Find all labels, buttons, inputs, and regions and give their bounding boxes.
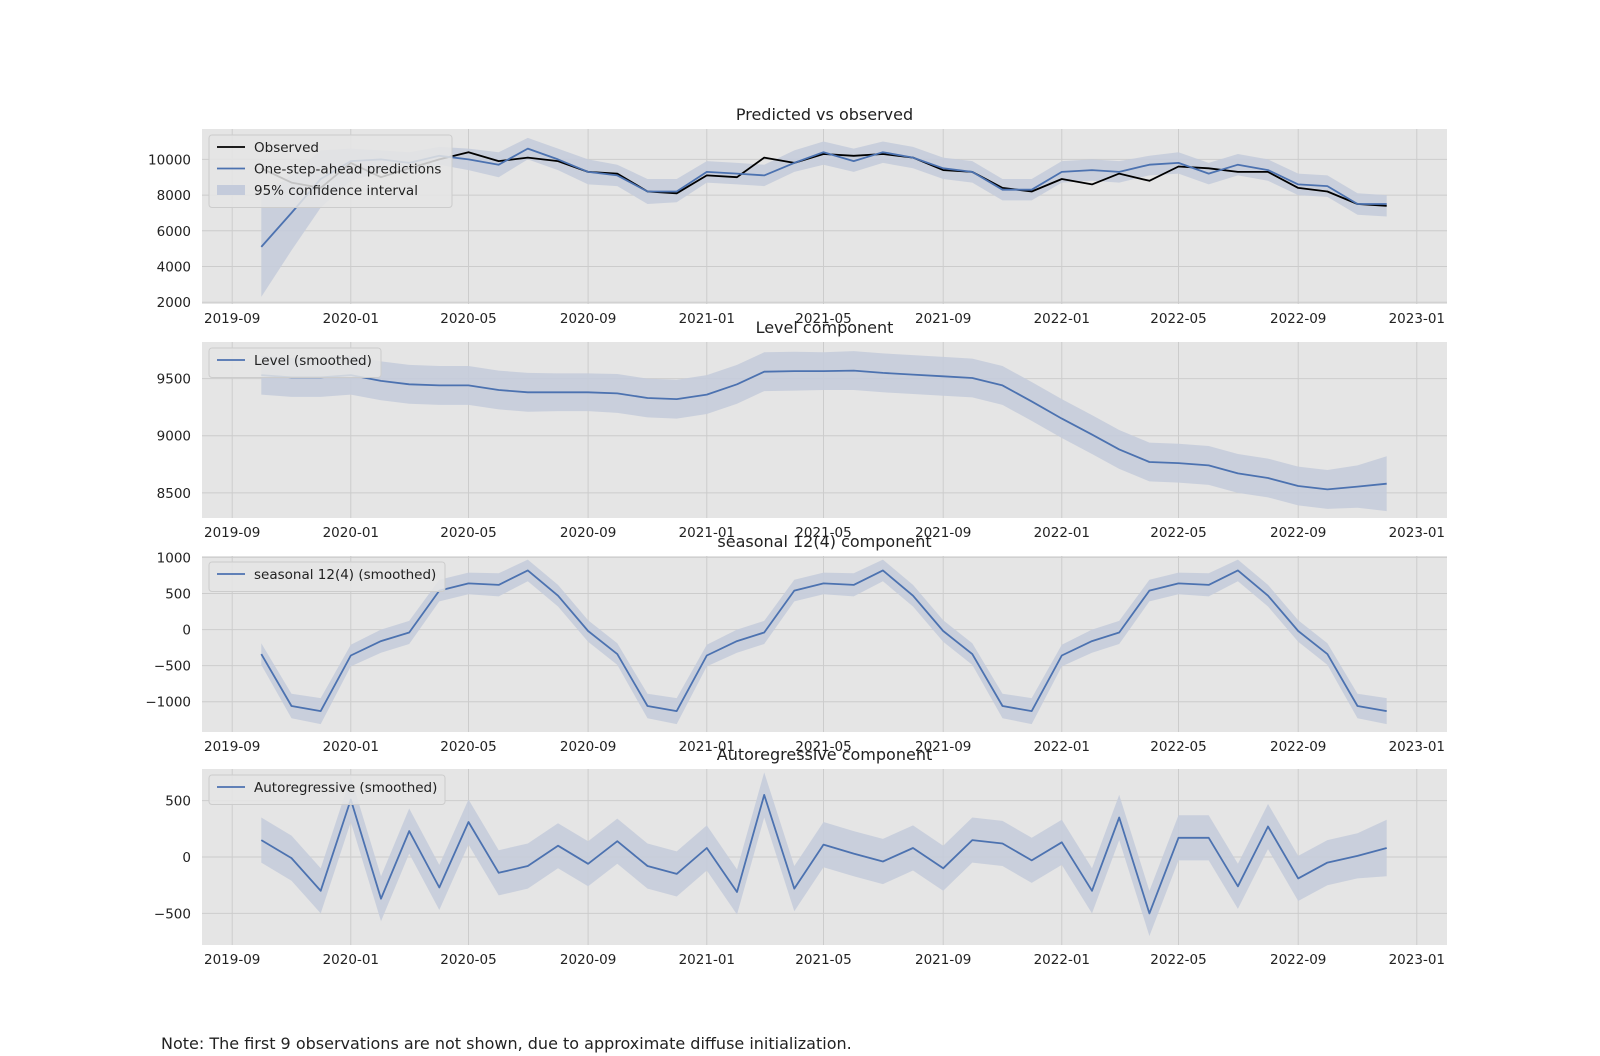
x-tick-label: 2020-05 [440,311,496,327]
y-tick-label: −500 [154,659,191,675]
y-tick-label: −500 [154,906,191,922]
y-tick-label: 9500 [157,372,191,388]
x-tick-label: 2021-01 [679,311,735,327]
x-tick-label: 2023-01 [1389,311,1445,327]
chart-title: Level component [756,318,894,337]
x-tick-label: 2021-05 [795,311,851,327]
x-tick-label: 2022-09 [1270,739,1326,755]
y-tick-label: 0 [182,623,191,639]
confidence-band [261,559,1387,725]
legend-label: Observed [254,140,319,156]
legend-label: Autoregressive (smoothed) [254,780,437,796]
legend-box [208,347,382,378]
x-tick-label: 2022-09 [1270,311,1326,327]
x-tick-label: 2021-05 [795,739,851,755]
x-tick-label: 2020-05 [440,739,496,755]
legend-band-swatch [217,185,245,195]
x-tick-label: 2021-01 [679,525,735,541]
y-tick-label: 500 [165,794,191,810]
chart-title: Autoregressive component [717,745,932,764]
confidence-band [261,137,1387,297]
y-tick-label: 500 [165,587,191,603]
y-tick-label: 6000 [157,224,191,240]
series-line [260,794,1387,915]
y-tick-label: 4000 [157,260,191,276]
legend-label: seasonal 12(4) (smoothed) [254,567,436,583]
x-tick-label: 2022-05 [1150,525,1206,541]
x-tick-label: 2020-01 [323,952,379,968]
x-tick-label: 2020-09 [560,311,616,327]
chart-title: seasonal 12(4) component [717,532,931,551]
y-tick-label: 9000 [157,429,191,445]
chart-panel-autoregressive-component: 2019-09 2020-01 2020-05 2020-09 2021-01 2021-… [154,745,1447,968]
x-tick-label: 2022-01 [1034,739,1090,755]
x-tick-label: 2021-01 [679,739,735,755]
confidence-band [261,351,1387,512]
legend-box [208,774,446,805]
y-tick-label: −1000 [145,695,191,711]
legend-box [208,134,453,208]
x-tick-label: 2022-01 [1034,311,1090,327]
legend-label: One-step-ahead predictions [254,162,441,178]
x-tick-label: 2021-09 [915,952,971,968]
x-tick-label: 2023-01 [1389,739,1445,755]
x-tick-label: 2020-01 [323,525,379,541]
chart-panel-seasonal-component: 2019-09 2020-01 2020-05 2020-09 2021-01 2021-… [145,532,1447,755]
x-tick-label: 2021-01 [679,952,735,968]
y-tick-label: 8000 [157,188,191,204]
x-tick-label: 2021-09 [915,525,971,541]
x-tick-label: 2021-05 [795,952,851,968]
x-tick-label: 2023-01 [1389,952,1445,968]
confidence-band [261,772,1387,936]
x-tick-label: 2022-01 [1034,952,1090,968]
legend: Observed One-step-ahead predictions 95% co… [208,134,453,208]
legend: Autoregressive (smoothed) [208,774,446,805]
x-tick-label: 2020-05 [440,525,496,541]
legend: Level (smoothed) [208,347,382,378]
x-tick-label: 2019-09 [204,525,260,541]
y-tick-label: 10000 [148,152,191,168]
x-tick-label: 2022-01 [1034,525,1090,541]
legend-label: 95% confidence interval [254,183,418,199]
series-line [261,369,1387,491]
y-tick-label: 0 [182,850,191,866]
x-tick-label: 2022-09 [1270,525,1326,541]
series-line [260,569,1387,712]
legend-box [208,561,446,592]
chart-title: Predicted vs observed [736,105,913,124]
x-tick-label: 2022-05 [1150,952,1206,968]
x-tick-label: 2019-09 [204,311,260,327]
x-tick-label: 2020-01 [323,739,379,755]
chart-panel-predicted-vs-observed: 2019-09 2020-01 2020-05 2020-09 2021-01 2021-… [148,105,1447,327]
y-tick-label: 1000 [157,550,191,566]
x-tick-label: 2020-09 [560,739,616,755]
x-tick-label: 2021-09 [915,739,971,755]
x-tick-label: 2020-09 [560,525,616,541]
figure-note: Note: The first 9 observations are not s… [161,1034,852,1053]
y-tick-label: 2000 [157,295,191,311]
x-tick-label: 2022-09 [1270,952,1326,968]
legend: seasonal 12(4) (smoothed) [208,561,446,592]
x-tick-label: 2023-01 [1389,525,1445,541]
x-tick-label: 2020-09 [560,952,616,968]
x-tick-label: 2021-05 [795,525,851,541]
x-tick-label: 2020-05 [440,952,496,968]
x-tick-label: 2022-05 [1150,739,1206,755]
x-tick-label: 2021-09 [915,311,971,327]
x-tick-label: 2019-09 [204,952,260,968]
y-tick-label: 8500 [157,486,191,502]
x-tick-label: 2022-05 [1150,311,1206,327]
chart-panel-level-component: 2019-09 2020-01 2020-05 2020-09 2021-01 2021-… [157,318,1447,541]
legend-label: Level (smoothed) [254,353,372,369]
x-tick-label: 2020-01 [323,311,379,327]
x-tick-label: 2019-09 [204,739,260,755]
